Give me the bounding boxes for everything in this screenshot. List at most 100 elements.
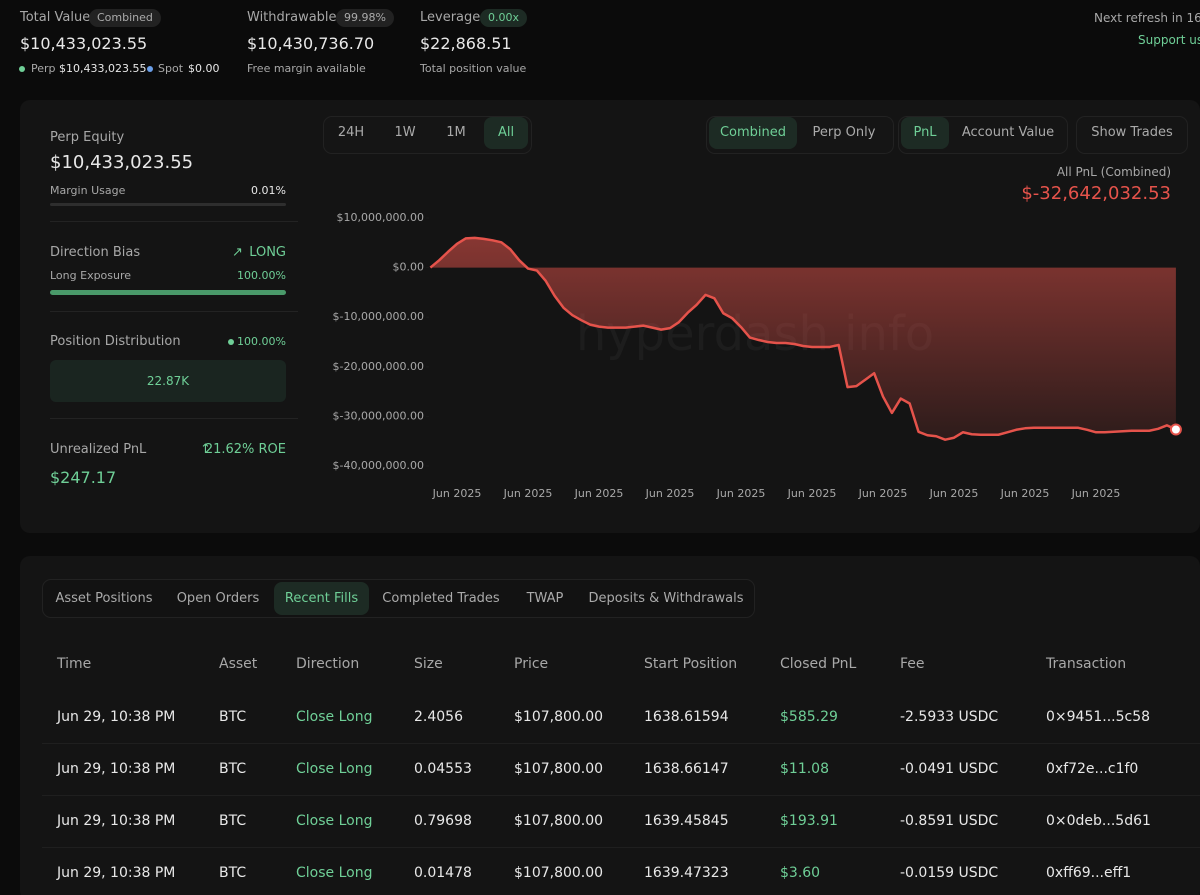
value: $10,433,023.55	[50, 152, 194, 173]
refresh: Next refresh in 16s	[1094, 11, 1200, 25]
tab-button[interactable]: Account Value	[961, 125, 1055, 140]
tab[interactable]: Deposits & Withdrawals	[588, 591, 744, 606]
line	[429, 236, 1177, 441]
button-group	[1076, 116, 1188, 154]
divider	[50, 221, 298, 222]
badge: 99.98%	[336, 9, 394, 27]
cell: 1638.66147	[644, 761, 729, 777]
tab-button[interactable]: 1M	[446, 125, 466, 140]
tab-button[interactable]: PnL	[901, 117, 949, 149]
tab[interactable]: Completed Trades	[382, 591, 500, 606]
value: $247.17	[50, 468, 117, 487]
cell: $193.91	[780, 813, 838, 829]
dot	[147, 66, 153, 72]
label: Margin Usage	[50, 184, 126, 197]
cell: BTC	[219, 761, 247, 777]
column-header: Closed PnL	[780, 656, 857, 672]
cell: Close Long	[296, 813, 373, 829]
label: Spot	[158, 62, 184, 75]
cell: $107,800.00	[514, 709, 604, 725]
cell: 0.79698	[414, 813, 472, 829]
row-divider	[42, 743, 1200, 744]
note: Free margin available	[247, 62, 366, 75]
y-tick-label: $-30,000,000.00	[333, 409, 424, 422]
tab-bar	[42, 579, 755, 618]
value: $10,430,736.70	[247, 34, 375, 53]
column-header: Size	[414, 656, 443, 672]
cell: 0×0deb...5d61	[1046, 813, 1151, 829]
area	[430, 237, 1176, 440]
x-tick-label: Jun 2025	[645, 487, 695, 500]
tab[interactable]: Open Orders	[176, 591, 260, 606]
cell: $11.08	[780, 761, 829, 777]
cell: $107,800.00	[514, 761, 604, 777]
x-tick-label: Jun 2025	[1000, 487, 1050, 500]
x-tick-label: Jun 2025	[787, 487, 837, 500]
cell: Jun 29, 10:38 PM	[57, 865, 176, 881]
cell: -0.0159 USDC	[900, 865, 999, 881]
cell: 0×9451...5c58	[1046, 709, 1151, 725]
badge: Combined	[89, 9, 161, 27]
label: Total Value	[20, 10, 91, 25]
label: Direction Bias	[50, 245, 141, 260]
cell: -0.0491 USDC	[900, 761, 999, 777]
tab[interactable]: Recent Fills	[274, 582, 369, 615]
value: 22.87K	[146, 374, 190, 388]
cell: 0xf72e...c1f0	[1046, 761, 1139, 777]
value: $10,433,023.55	[59, 62, 147, 75]
cell: Close Long	[296, 865, 373, 881]
cell: $107,800.00	[514, 865, 604, 881]
tab-button[interactable]: 24H	[337, 125, 365, 140]
cell: $3.60	[780, 865, 821, 881]
tab-button[interactable]: Combined	[709, 117, 797, 149]
x-tick-label: Jun 2025	[858, 487, 908, 500]
cell: 1638.61594	[644, 709, 729, 725]
progress-bar	[50, 290, 286, 295]
cell: -2.5933 USDC	[900, 709, 999, 725]
support-link[interactable]: Support us	[1138, 33, 1200, 47]
tab[interactable]: TWAP	[526, 591, 564, 606]
cell: 0.01478	[414, 865, 472, 881]
cell: Close Long	[296, 709, 373, 725]
label: Leverage	[420, 10, 481, 25]
label: Withdrawable	[247, 10, 337, 25]
column-header: Transaction	[1046, 656, 1127, 672]
cell: Jun 29, 10:38 PM	[57, 709, 176, 725]
chart: hyperdash.info $10,000,000.00$0.00$-10,0…	[333, 211, 1182, 500]
badge: 0.00x	[480, 9, 528, 27]
column-header: Direction	[296, 656, 360, 672]
y-tick-label: $-10,000,000.00	[333, 310, 424, 323]
cell: $107,800.00	[514, 813, 604, 829]
cell: Close Long	[296, 761, 373, 777]
x-tick-label: Jun 2025	[574, 487, 624, 500]
column-header: Time	[57, 656, 92, 672]
tab-button[interactable]: Perp Only	[812, 125, 876, 140]
label: Position Distribution	[50, 334, 181, 349]
label: Perp Equity	[50, 130, 125, 145]
x-tick-label: Jun 2025	[716, 487, 766, 500]
value: 100.00%	[237, 269, 286, 282]
column-header: Price	[514, 656, 549, 672]
tab-button[interactable]: All	[484, 117, 528, 149]
icon: ↑	[200, 442, 211, 457]
icon: ↗	[232, 245, 243, 260]
dot	[228, 339, 234, 345]
cell: 1639.45845	[644, 813, 729, 829]
progress-bar	[50, 203, 286, 206]
cell: 2.4056	[414, 709, 463, 725]
y-tick-label: $10,000,000.00	[337, 211, 424, 224]
divider	[50, 311, 298, 312]
value: 21.62% ROE	[204, 442, 286, 457]
show-trades-button[interactable]: Show Trades	[1091, 125, 1173, 140]
row-divider	[42, 795, 1200, 796]
tab-button[interactable]: 1W	[394, 125, 416, 140]
label: Long Exposure	[50, 269, 132, 282]
tab[interactable]: Asset Positions	[55, 591, 153, 606]
value: $22,868.51	[420, 34, 512, 53]
dot	[19, 66, 25, 72]
x-tick-label: Jun 2025	[432, 487, 482, 500]
x-tick-label: Jun 2025	[503, 487, 553, 500]
value: $10,433,023.55	[20, 34, 148, 53]
column-header: Start Position	[644, 656, 738, 672]
